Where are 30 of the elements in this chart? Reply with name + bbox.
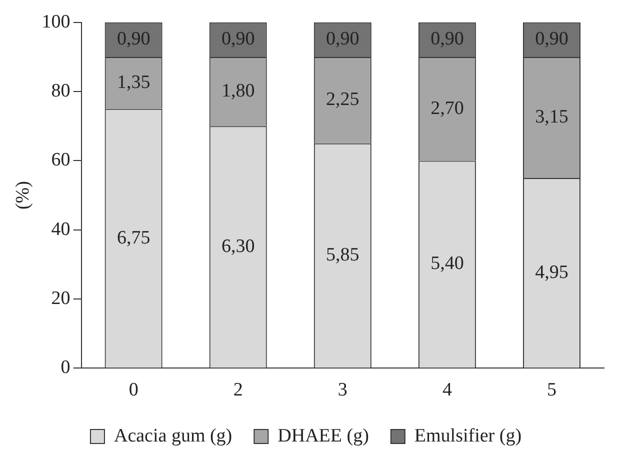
legend-label: Emulsifier (g) [414, 425, 522, 446]
y-tick-label: 20 [51, 288, 70, 310]
annotation: 0,90 [221, 28, 255, 50]
annotation: 6,75 [116, 227, 150, 248]
x-tick-label: 5 [546, 380, 556, 401]
annotation: 0,90 [535, 28, 568, 50]
legend-label: DHAEE (g) [278, 425, 369, 446]
annotation: 0,90 [430, 28, 464, 50]
annotation: 1,80 [221, 80, 255, 102]
y-tick-label: 100 [42, 11, 70, 32]
y-tick-label: 0 [60, 357, 70, 378]
annotation: 2,70 [430, 98, 464, 119]
annotation: 5,40 [430, 253, 464, 274]
x-tick-label: 3 [338, 380, 348, 401]
y-tick-label: 60 [51, 150, 70, 171]
y-tick-label: 40 [51, 218, 70, 240]
x-tick-label: 2 [233, 380, 243, 401]
annotation: 0,90 [116, 28, 150, 50]
annotation: 3,15 [535, 106, 568, 128]
x-tick-label: 4 [442, 380, 452, 401]
annotation: 1,35 [116, 72, 150, 93]
y-tick-label: 80 [51, 80, 70, 102]
annotation: 6,30 [221, 236, 255, 257]
x-tick-label: 0 [128, 380, 138, 401]
annotation: 4,95 [535, 262, 568, 283]
annotation: 0,90 [326, 28, 360, 50]
annotation: 2,25 [326, 89, 360, 110]
legend-label: Acacia gum (g) [114, 425, 232, 446]
annotation: 5,85 [326, 244, 360, 266]
y-axis-title: (%) [12, 181, 34, 210]
